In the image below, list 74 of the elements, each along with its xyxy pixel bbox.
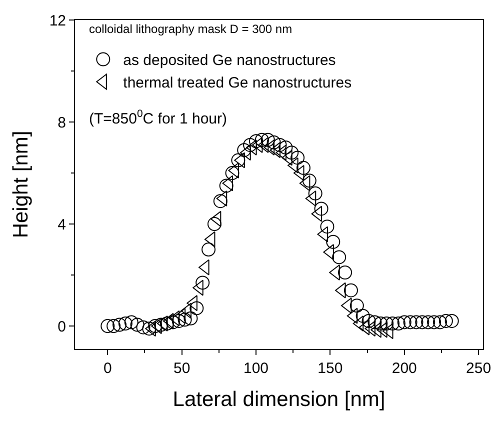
- point: [118, 316, 132, 330]
- point: [415, 315, 430, 330]
- point: [166, 315, 180, 330]
- legend-title: colloidal lithography mask D = 300 nm: [89, 22, 292, 36]
- y-tick-label: 0: [58, 318, 66, 336]
- point: [219, 178, 234, 193]
- point: [374, 316, 388, 330]
- x-tick-label: 50: [173, 360, 190, 377]
- point: [237, 143, 252, 158]
- point: [326, 234, 340, 249]
- point: [397, 315, 412, 330]
- point: [130, 318, 144, 332]
- point: [432, 315, 447, 330]
- point: [243, 138, 258, 152]
- point: [308, 186, 322, 200]
- point: [338, 265, 352, 280]
- point: [272, 138, 287, 152]
- point: [202, 242, 216, 257]
- point: [184, 311, 198, 326]
- point: [207, 217, 222, 232]
- point: [409, 315, 424, 330]
- x-tick-label: 0: [103, 360, 112, 377]
- point: [391, 316, 406, 330]
- point: [284, 146, 299, 160]
- point: [106, 319, 121, 334]
- point: [290, 150, 305, 165]
- point: [444, 314, 459, 328]
- point: [380, 316, 394, 330]
- x-axis-title: Lateral dimension [nm]: [172, 388, 386, 412]
- point: [213, 194, 228, 208]
- point: [356, 308, 370, 323]
- x-tick-label: 250: [466, 360, 492, 377]
- point: [266, 135, 281, 150]
- point: [403, 315, 418, 330]
- point: [260, 132, 275, 147]
- legend-label: thermal treated Ge nanostructures: [123, 74, 352, 92]
- y-tick-label: 8: [58, 114, 66, 132]
- y-tick-label: 4: [58, 216, 66, 234]
- point: [368, 315, 382, 330]
- point: [438, 314, 453, 328]
- point: [254, 132, 269, 147]
- annotation: (T=850$^{0}$C for 1 hour): [89, 108, 227, 128]
- x-tick-label: 150: [318, 360, 343, 377]
- point: [225, 166, 240, 180]
- point: [386, 316, 400, 330]
- point: [231, 153, 246, 168]
- point: [344, 283, 358, 298]
- point: [172, 314, 186, 328]
- point: [421, 315, 436, 330]
- point: [314, 202, 328, 216]
- point: [196, 276, 210, 290]
- x-tick-label: 200: [392, 360, 417, 377]
- point: [320, 220, 334, 234]
- point: [249, 134, 263, 148]
- point: [178, 312, 192, 327]
- y-tick-label: 12: [49, 12, 66, 30]
- point: [112, 318, 127, 332]
- point: [190, 301, 204, 316]
- point: [154, 318, 168, 332]
- point: [362, 314, 376, 328]
- y-axis-title: Height [nm]: [9, 130, 32, 238]
- point: [278, 140, 293, 155]
- point: [142, 322, 156, 336]
- point: [296, 160, 310, 175]
- point: [124, 315, 138, 330]
- point: [302, 174, 316, 188]
- point: [100, 319, 115, 334]
- x-tick-label: 100: [243, 360, 269, 377]
- legend-label: as deposited Ge nanostructures: [123, 52, 336, 70]
- point: [427, 315, 442, 330]
- point: [350, 298, 364, 313]
- point: [332, 250, 346, 264]
- point: [148, 319, 162, 334]
- point: [136, 320, 150, 334]
